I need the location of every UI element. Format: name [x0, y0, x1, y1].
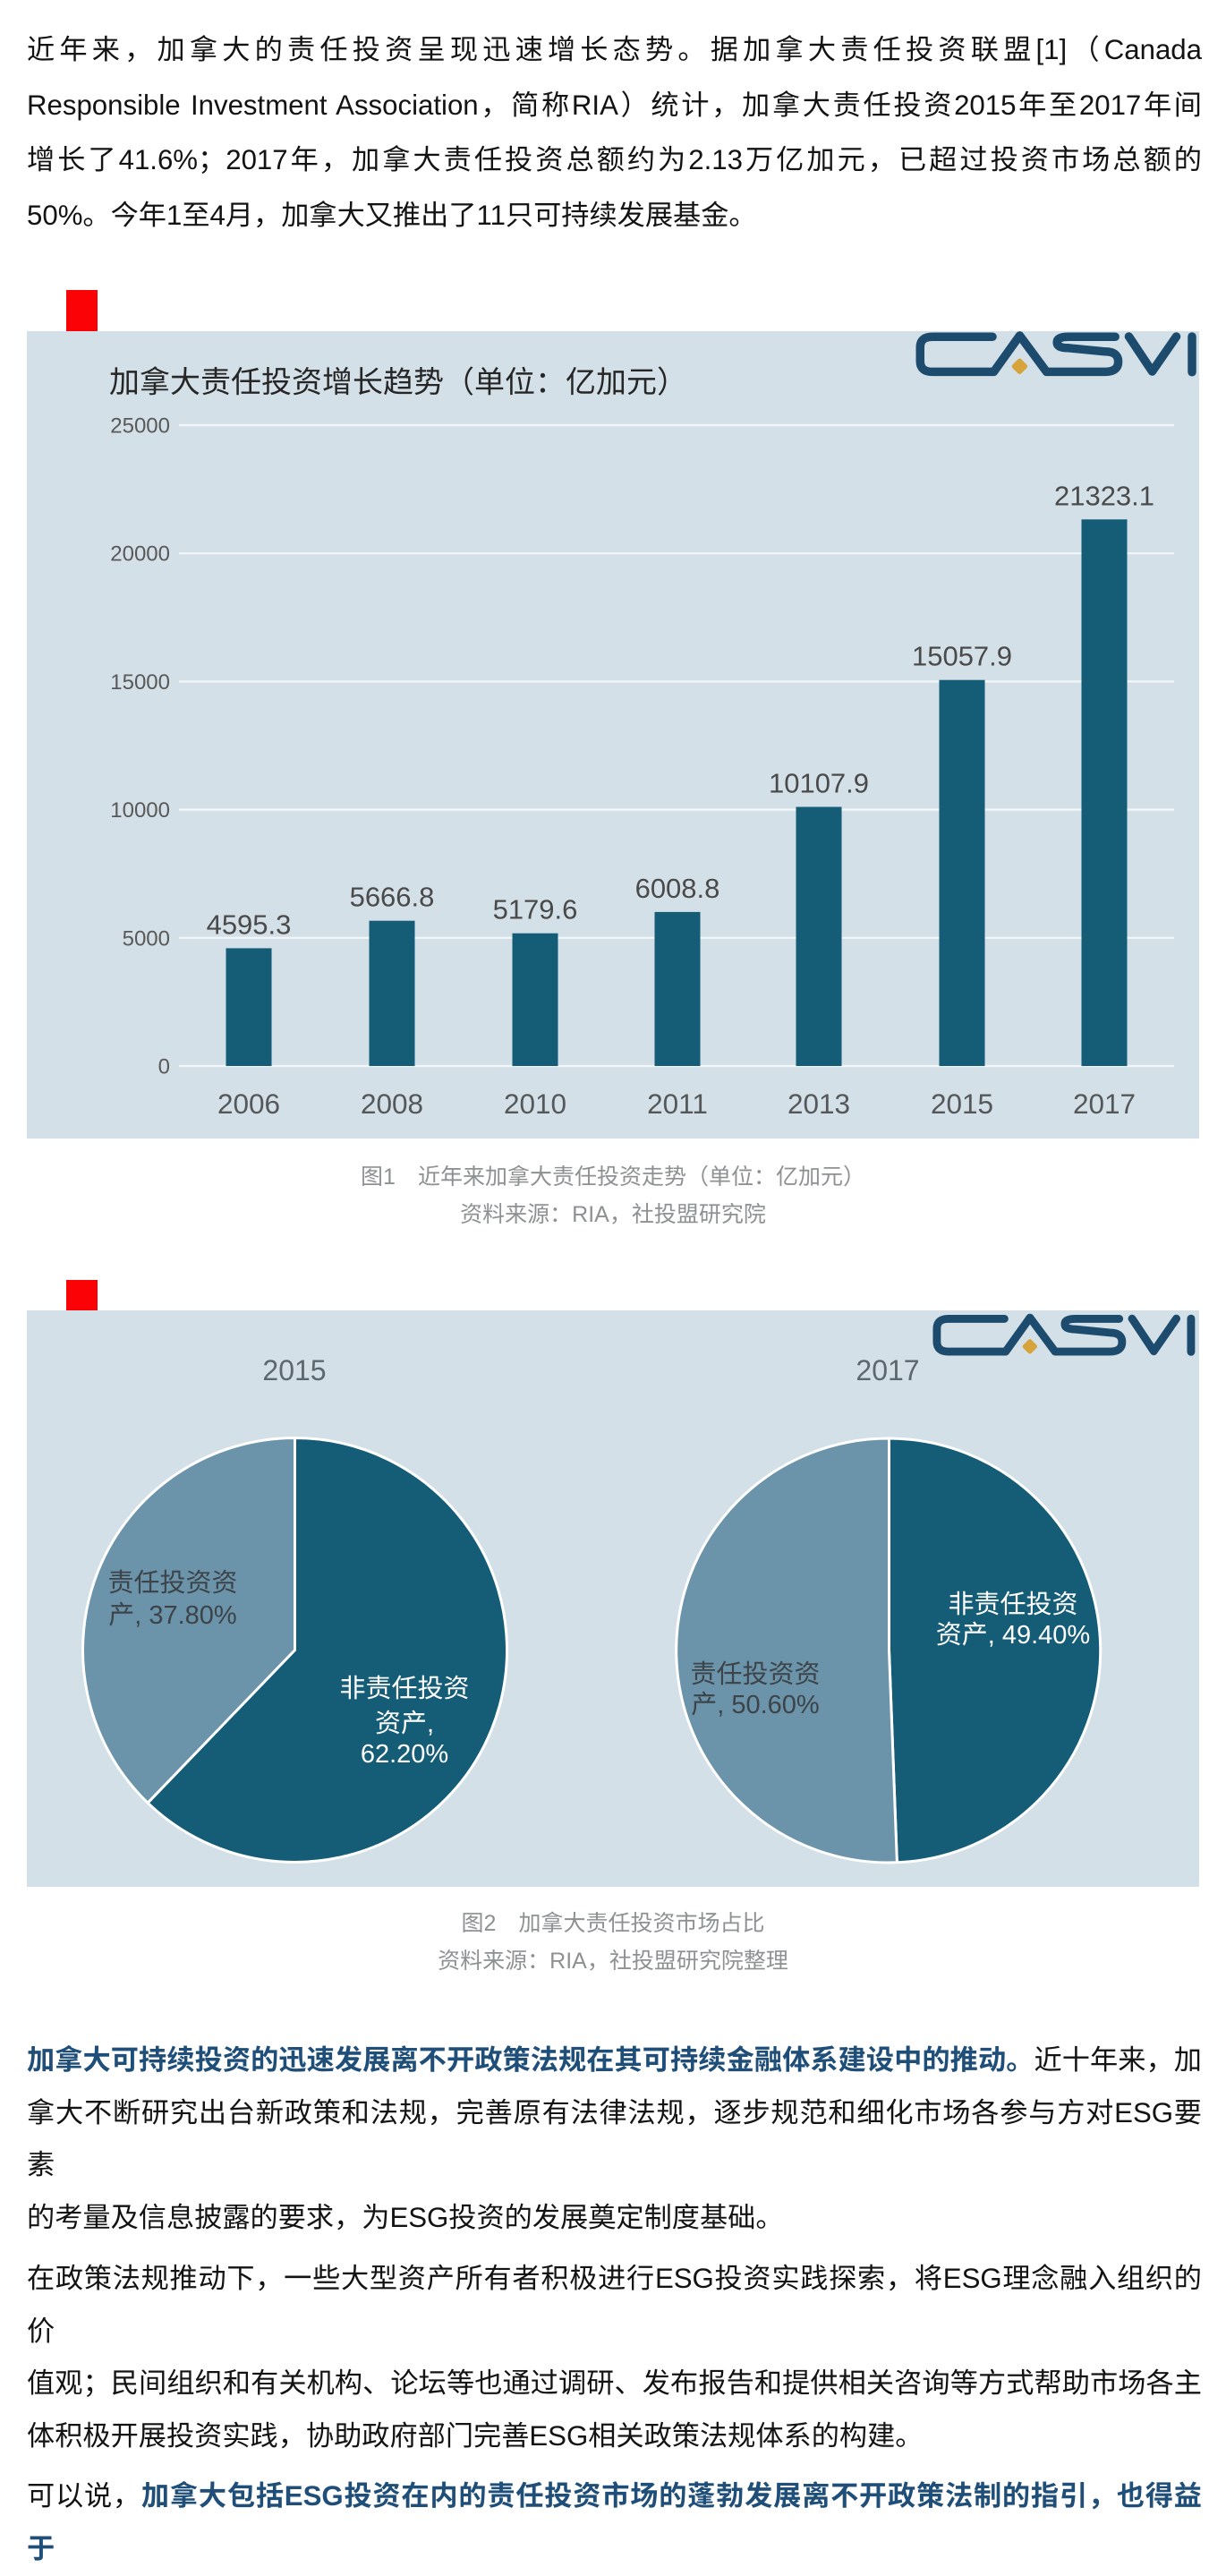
- svg-text:非责任投资: 非责任投资: [948, 1591, 1077, 1619]
- svg-text:2010: 2010: [504, 1088, 566, 1120]
- svg-text:2006: 2006: [217, 1088, 280, 1120]
- svg-text:20000: 20000: [110, 542, 170, 567]
- svg-text:0: 0: [158, 1055, 170, 1079]
- svg-text:2013: 2013: [788, 1088, 850, 1120]
- svg-text:2015: 2015: [262, 1354, 326, 1386]
- svg-text:4595.3: 4595.3: [207, 908, 292, 940]
- svg-text:21323.1: 21323.1: [1054, 480, 1154, 511]
- svg-text:资产, 49.40%: 资产, 49.40%: [936, 1621, 1090, 1650]
- svg-text:5666.8: 5666.8: [350, 882, 435, 913]
- svg-text:2017: 2017: [856, 1354, 919, 1386]
- svg-text:5000: 5000: [123, 926, 170, 951]
- svg-text:2008: 2008: [361, 1088, 423, 1120]
- svg-text:15000: 15000: [110, 670, 170, 695]
- svg-text:25000: 25000: [110, 414, 170, 439]
- svg-text:责任投资资: 责任投资资: [107, 1569, 237, 1598]
- svg-text:责任投资资: 责任投资资: [690, 1660, 820, 1689]
- svg-text:非责任投资: 非责任投资: [339, 1675, 469, 1703]
- svg-text:2011: 2011: [647, 1088, 708, 1120]
- svg-text:2015: 2015: [931, 1088, 993, 1120]
- svg-text:15057.9: 15057.9: [912, 641, 1012, 672]
- svg-text:62.20%: 62.20%: [361, 1740, 448, 1769]
- svg-text:5179.6: 5179.6: [493, 894, 578, 925]
- svg-text:6008.8: 6008.8: [635, 873, 720, 904]
- svg-text:2017: 2017: [1073, 1088, 1136, 1120]
- svg-text:10000: 10000: [110, 798, 170, 823]
- svg-text:产, 50.60%: 产, 50.60%: [691, 1691, 819, 1719]
- svg-text:加拿大责任投资增长趋势（单位：亿加元）: 加拿大责任投资增长趋势（单位：亿加元）: [109, 366, 687, 400]
- svg-text:10107.9: 10107.9: [769, 768, 869, 799]
- svg-text:产, 37.80%: 产, 37.80%: [108, 1601, 236, 1630]
- svg-text:资产,: 资产,: [375, 1710, 434, 1738]
